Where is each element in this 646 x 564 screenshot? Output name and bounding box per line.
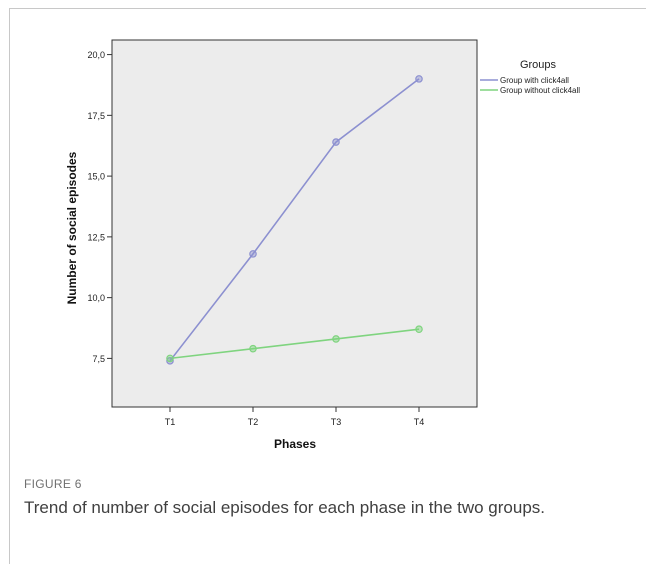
legend-entry: Group with click4all — [500, 76, 569, 85]
y-tick-label: 20,0 — [87, 50, 105, 60]
y-tick-label: 7,5 — [92, 354, 105, 364]
legend-title: Groups — [520, 59, 557, 71]
figure-frame — [9, 8, 646, 564]
x-tick-label: T1 — [165, 417, 176, 427]
series-line — [169, 328, 420, 360]
legend-entry: Group without click4all — [500, 86, 580, 95]
x-tick-label: T3 — [331, 417, 342, 427]
data-point — [249, 250, 257, 258]
data-point — [415, 325, 423, 334]
figure-label: FIGURE 6 — [24, 477, 82, 491]
data-point — [166, 357, 174, 365]
x-axis-label: Phases — [274, 437, 316, 451]
plot-area — [111, 39, 478, 408]
series-line — [169, 78, 420, 362]
data-point — [332, 138, 340, 146]
data-point — [166, 354, 174, 363]
figure-caption: Trend of number of social episodes for e… — [24, 498, 546, 517]
x-tick-label: T2 — [248, 417, 259, 427]
y-axis-label: Number of social episodes — [65, 151, 79, 304]
y-tick-label: 10,0 — [87, 293, 105, 303]
y-tick-label: 15,0 — [87, 172, 105, 182]
line-chart: 7,5 10,0 12,5 15,0 17,5 20,0 T1 T2 T3 T4 Number … — [65, 39, 580, 451]
y-tick-label: 17,5 — [87, 111, 105, 121]
data-point — [332, 335, 340, 343]
data-point — [415, 75, 423, 83]
y-tick-label: 12,5 — [87, 232, 105, 242]
data-point — [249, 344, 257, 353]
x-tick-label: T4 — [414, 417, 425, 427]
